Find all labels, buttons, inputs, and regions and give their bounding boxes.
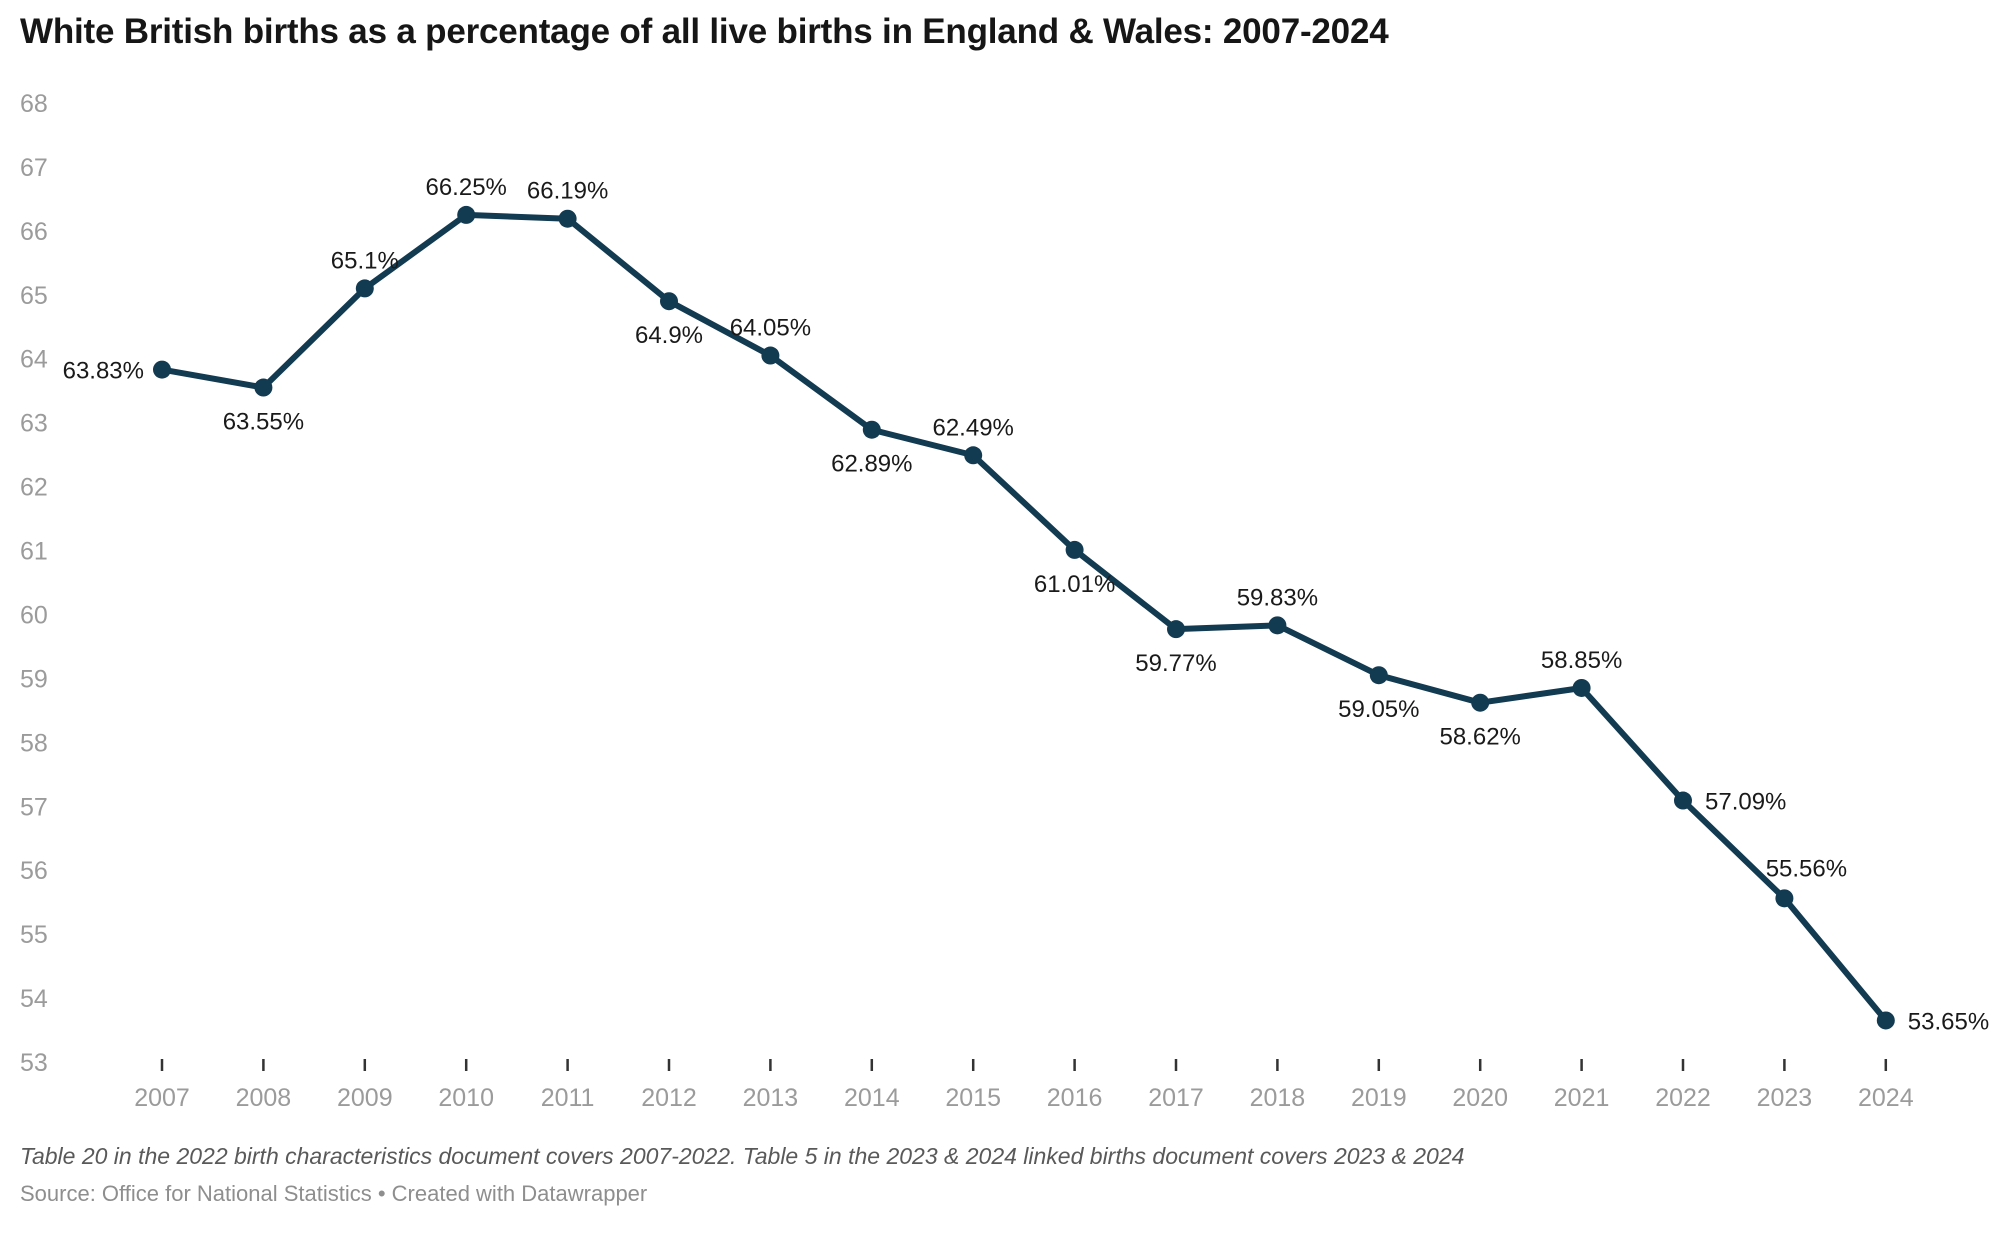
- x-axis-tick-label: 2018: [1250, 1084, 1306, 1112]
- data-point: [964, 446, 983, 465]
- x-axis-tick-label: 2024: [1858, 1084, 1914, 1112]
- y-axis-tick-label: 63: [20, 410, 48, 438]
- x-axis-tick-label: 2010: [438, 1084, 494, 1112]
- data-point: [1775, 889, 1794, 908]
- x-axis-tick-label: 2016: [1047, 1084, 1103, 1112]
- data-label: 59.05%: [1338, 696, 1419, 723]
- data-point: [355, 279, 374, 298]
- y-axis-tick-label: 65: [20, 282, 48, 310]
- data-label: 59.83%: [1237, 584, 1318, 611]
- data-label: 62.89%: [831, 451, 912, 478]
- data-point: [1674, 791, 1692, 810]
- x-axis-tick-label: 2021: [1554, 1084, 1610, 1112]
- x-axis-tick-label: 2019: [1351, 1084, 1407, 1112]
- x-axis-tick-label: 2017: [1148, 1084, 1204, 1112]
- data-label: 55.56%: [1766, 855, 1847, 882]
- footnote: Table 20 in the 2022 birth characteristi…: [20, 1143, 1465, 1169]
- data-point: [1471, 693, 1490, 712]
- y-axis-tick-label: 60: [20, 601, 48, 629]
- y-axis-tick-label: 62: [20, 474, 48, 502]
- x-axis-tick-label: 2011: [541, 1084, 595, 1112]
- data-point: [1369, 666, 1388, 685]
- data-label: 63.55%: [223, 409, 304, 436]
- data-label: 64.9%: [635, 322, 703, 349]
- data-point: [862, 420, 881, 439]
- y-axis-tick-label: 58: [20, 729, 48, 757]
- y-axis-tick-label: 56: [20, 857, 48, 885]
- y-axis-tick-label: 66: [20, 218, 48, 246]
- data-label: 66.19%: [527, 178, 608, 205]
- source-line: Source: Office for National Statistics •…: [20, 1181, 648, 1206]
- x-axis-tick-label: 2013: [743, 1084, 799, 1112]
- data-point: [153, 360, 171, 379]
- data-point: [761, 346, 780, 365]
- data-point: [1268, 616, 1287, 635]
- data-point: [457, 205, 476, 224]
- y-axis-tick-label: 61: [20, 538, 48, 566]
- x-axis-tick-label: 2012: [641, 1084, 697, 1112]
- data-label: 53.65%: [1908, 1008, 1989, 1035]
- data-label: 64.05%: [730, 315, 811, 342]
- y-axis-tick-label: 68: [20, 90, 48, 118]
- data-point: [254, 378, 273, 397]
- y-axis-tick-label: 67: [20, 154, 48, 182]
- data-label: 65.1%: [331, 247, 399, 274]
- data-point: [1167, 620, 1185, 639]
- data-label: 57.09%: [1705, 789, 1786, 816]
- x-axis-tick-label: 2022: [1655, 1084, 1711, 1112]
- chart-title: White British births as a percentage of …: [20, 12, 1389, 51]
- series-line: [159, 211, 1889, 1024]
- x-axis-tick-label: 2020: [1452, 1084, 1508, 1112]
- data-point: [1572, 678, 1591, 697]
- data-label: 59.77%: [1135, 650, 1216, 677]
- x-axis-tick-label: 2009: [337, 1084, 393, 1112]
- data-label: 62.49%: [932, 414, 1013, 441]
- y-axis-tick-label: 59: [20, 665, 48, 693]
- y-axis-tick-label: 57: [20, 793, 48, 821]
- data-label: 58.85%: [1541, 647, 1622, 674]
- x-axis-tick-label: 2007: [134, 1084, 190, 1112]
- x-axis-tick-label: 2023: [1757, 1084, 1813, 1112]
- data-label: 63.83%: [63, 358, 144, 385]
- data-label: 61.01%: [1034, 571, 1115, 598]
- data-point: [558, 209, 577, 228]
- data-label: 66.25%: [425, 174, 506, 201]
- x-axis-tick-label: 2014: [844, 1084, 900, 1112]
- data-point: [1065, 540, 1084, 559]
- x-axis-tick-label: 2008: [236, 1084, 292, 1112]
- data-label: 58.62%: [1439, 724, 1520, 751]
- data-point: [1876, 1011, 1895, 1030]
- data-point: [660, 292, 678, 311]
- y-axis-tick-label: 54: [20, 985, 48, 1013]
- y-axis-tick-label: 64: [20, 346, 48, 374]
- x-axis-tick-label: 2015: [945, 1084, 1001, 1112]
- y-axis-tick-label: 55: [20, 921, 48, 949]
- y-axis-tick-label: 53: [20, 1049, 48, 1077]
